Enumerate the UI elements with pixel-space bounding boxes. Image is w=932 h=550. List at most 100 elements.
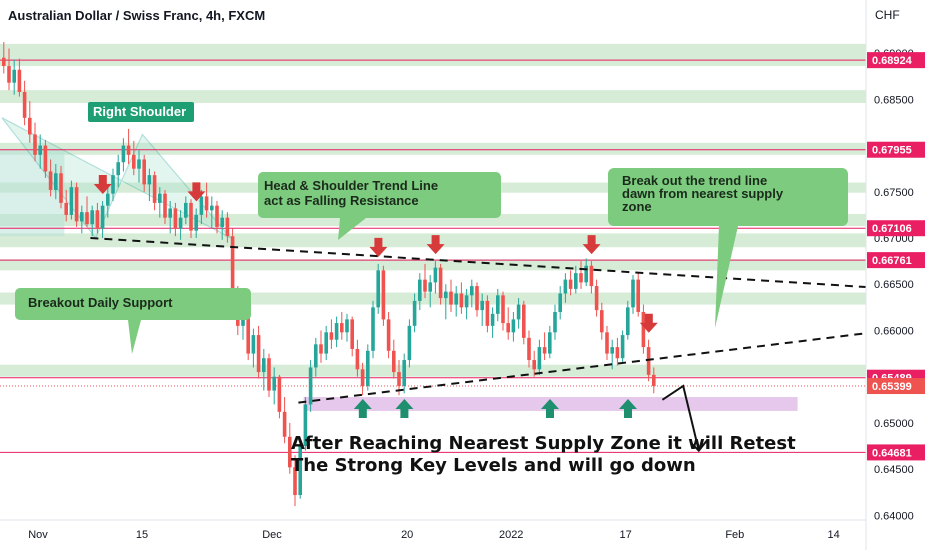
candle-body <box>646 347 651 375</box>
up-arrow-icon <box>541 399 559 419</box>
candle <box>428 275 432 308</box>
candle-body <box>17 69 22 92</box>
candle-body <box>43 145 48 172</box>
breakout-support-callout-text: Breakout Daily Support <box>28 295 173 310</box>
forecast-text: The Strong Key Levels and will go down <box>291 455 696 476</box>
candle-body <box>464 295 469 308</box>
candle <box>418 273 422 311</box>
drawing-overlays: Right Shoulder Head & Shoulder Trend Line… <box>15 102 867 476</box>
candle <box>506 307 510 340</box>
candle <box>407 319 412 368</box>
candle-body <box>340 323 344 333</box>
candle <box>256 325 261 379</box>
candle <box>111 168 115 202</box>
x-tick-label: Nov <box>28 529 48 541</box>
x-tick-label: Feb <box>725 529 744 541</box>
candle-body <box>355 348 360 370</box>
candle <box>475 282 479 317</box>
candle <box>12 59 16 95</box>
candle <box>584 258 588 287</box>
candle <box>262 348 266 391</box>
candle <box>204 182 209 218</box>
breakout-support-callout-box <box>15 288 251 354</box>
level-label: 0.68924 <box>872 55 913 67</box>
candle-body <box>418 279 422 301</box>
candle-body <box>189 202 193 231</box>
candle <box>631 275 635 314</box>
candle-body <box>293 467 297 496</box>
y-tick-label: 0.68500 <box>874 94 914 106</box>
candle <box>28 101 32 143</box>
candle <box>449 279 453 312</box>
x-tick-label: 14 <box>827 529 839 541</box>
supply-zone <box>0 90 866 104</box>
candle-body <box>454 293 458 305</box>
candle-body <box>579 273 583 283</box>
candle-body <box>516 304 521 320</box>
dashed-trendline <box>90 237 867 289</box>
candle <box>345 313 349 342</box>
candle-body <box>652 374 656 386</box>
candle-body <box>397 372 401 386</box>
x-tick-label: 2022 <box>499 529 523 541</box>
candle <box>69 180 74 220</box>
candle <box>392 339 396 379</box>
candle <box>59 165 63 209</box>
candle-body <box>7 66 11 83</box>
candle <box>132 140 136 176</box>
candle-body <box>594 286 599 311</box>
currency-label[interactable]: CHF <box>872 8 903 22</box>
up-arrow-icon <box>395 399 414 419</box>
y-tick-label: 0.65000 <box>874 418 914 430</box>
candle <box>17 58 22 97</box>
candle <box>251 328 256 368</box>
current-price-label: 0.65399 <box>872 381 912 393</box>
candle-body <box>345 319 349 333</box>
candle-body <box>28 117 32 135</box>
candle-body <box>589 265 594 287</box>
candle <box>548 325 552 359</box>
candle-body <box>558 293 562 312</box>
candle-body <box>116 162 120 176</box>
breakout-trend-callout-text: zone <box>622 199 652 214</box>
candle <box>210 196 214 229</box>
candle <box>501 291 505 331</box>
candle-body <box>444 291 448 299</box>
candle <box>485 295 490 333</box>
candle-body <box>360 369 365 386</box>
candle <box>100 201 105 239</box>
candle <box>329 319 334 349</box>
candle-body <box>137 159 141 169</box>
candle <box>308 360 313 412</box>
candle <box>272 367 276 405</box>
candle <box>173 202 178 237</box>
candle <box>340 311 344 340</box>
candle-body <box>605 332 609 354</box>
candle <box>33 122 37 162</box>
supply-zone <box>0 43 866 67</box>
candle-body <box>220 217 224 227</box>
candle-body <box>256 335 261 373</box>
candle-body <box>329 332 334 340</box>
candle <box>553 304 557 340</box>
candle-body <box>85 212 89 225</box>
candle-body <box>428 282 432 292</box>
candle-body <box>111 175 115 194</box>
candle-body <box>386 319 391 351</box>
level-label-box <box>867 252 925 269</box>
candle <box>444 284 448 320</box>
hs-trendline-callout-text: Head & Shoulder Trend Line <box>264 178 438 193</box>
candle <box>74 182 79 227</box>
level-label: 0.66761 <box>872 255 912 267</box>
supply-zone <box>0 259 866 271</box>
candle <box>137 150 141 183</box>
candle-body <box>449 291 453 305</box>
right-shoulder-label: Right Shoulder <box>93 104 186 119</box>
candle-body <box>298 446 302 496</box>
candle <box>542 332 547 361</box>
candle-body <box>38 145 42 155</box>
candle <box>563 273 568 303</box>
candle <box>106 187 110 218</box>
candle <box>459 282 464 314</box>
candle-body <box>626 307 630 336</box>
